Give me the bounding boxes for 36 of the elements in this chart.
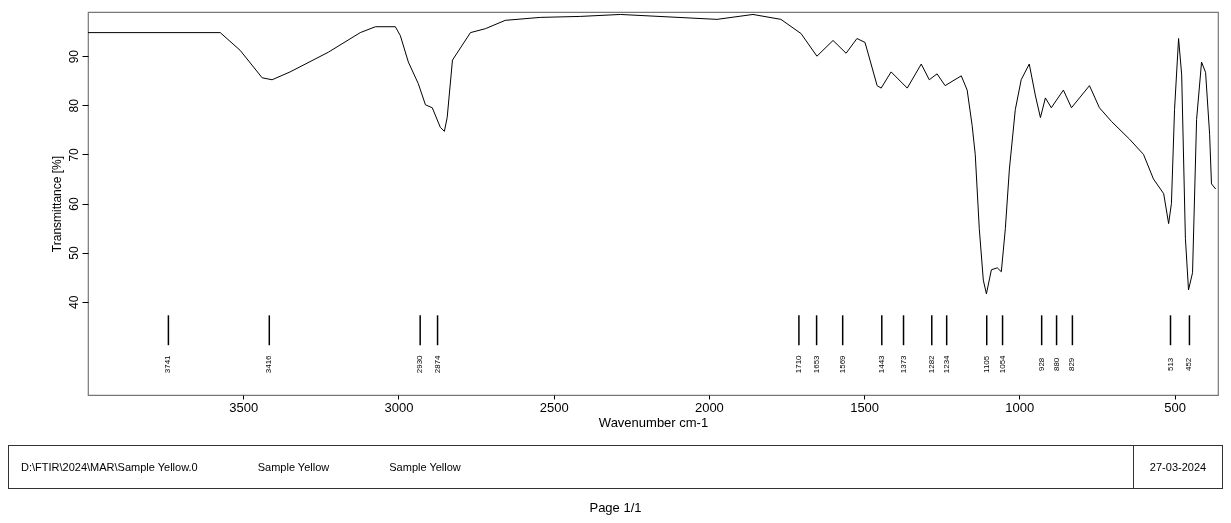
annotation: 880 [1051, 357, 1061, 372]
text: Page 1/1 [589, 500, 642, 515]
line-series [88, 13, 1217, 295]
x-tick-label: 2000 [694, 399, 724, 415]
annotation: 1653 [811, 354, 821, 374]
x-tick-label: 500 [1164, 399, 1186, 415]
annotation: 1443 [876, 354, 886, 374]
annotation: 1282 [926, 354, 936, 374]
x-tick-label: 1500 [850, 399, 880, 415]
info-box: D:\FTIR\2024\MAR\Sample Yellow.0 Sample Yellow Sample Yellow 27-03-2024 [8, 445, 1223, 489]
annotation: 3416 [264, 354, 274, 374]
annotation: 1569 [837, 354, 847, 374]
y-tick-label: 60 [66, 197, 81, 211]
annotation: 829 [1067, 357, 1077, 372]
annotation: 1054 [997, 354, 1007, 374]
annotation: 1234 [941, 354, 951, 374]
annotation: 2930 [415, 354, 425, 374]
annotation: 3741 [163, 354, 173, 374]
y-axis-title: Transmittance [%] [49, 155, 64, 253]
y-tick-label: 80 [66, 98, 81, 113]
x-tick-label: 2500 [539, 399, 569, 415]
x-tick-label: 3000 [384, 399, 414, 415]
annotation: 513 [1165, 357, 1175, 372]
annotation: 1373 [898, 354, 908, 374]
annotation: 928 [1036, 357, 1046, 372]
x-axis-title: Wavenumber cm-1 [598, 414, 709, 430]
y-tick-label: 40 [66, 295, 81, 309]
y-tick-label: 90 [66, 49, 81, 64]
y-tick-label: 50 [66, 246, 81, 260]
y-tick-label: 70 [66, 147, 81, 162]
x-tick-label: 3500 [229, 399, 259, 415]
annotation: 452 [1184, 357, 1194, 372]
x-tick-label: 1000 [1005, 399, 1035, 415]
annotation: 1105 [981, 355, 991, 373]
annotation: 1710 [793, 354, 803, 374]
annotation: 2874 [432, 354, 442, 374]
